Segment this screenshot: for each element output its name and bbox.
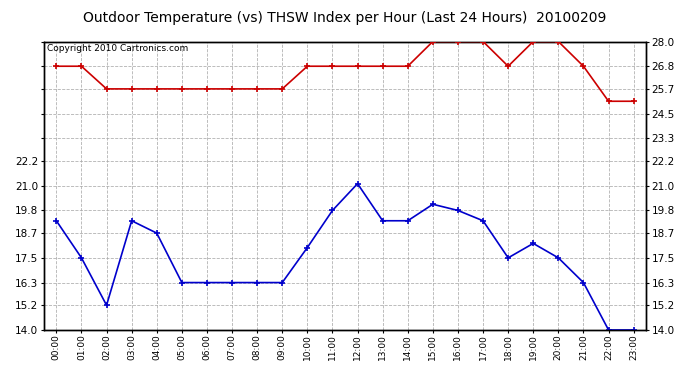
- Text: Outdoor Temperature (vs) THSW Index per Hour (Last 24 Hours)  20100209: Outdoor Temperature (vs) THSW Index per …: [83, 11, 607, 25]
- Text: Copyright 2010 Cartronics.com: Copyright 2010 Cartronics.com: [47, 44, 188, 53]
